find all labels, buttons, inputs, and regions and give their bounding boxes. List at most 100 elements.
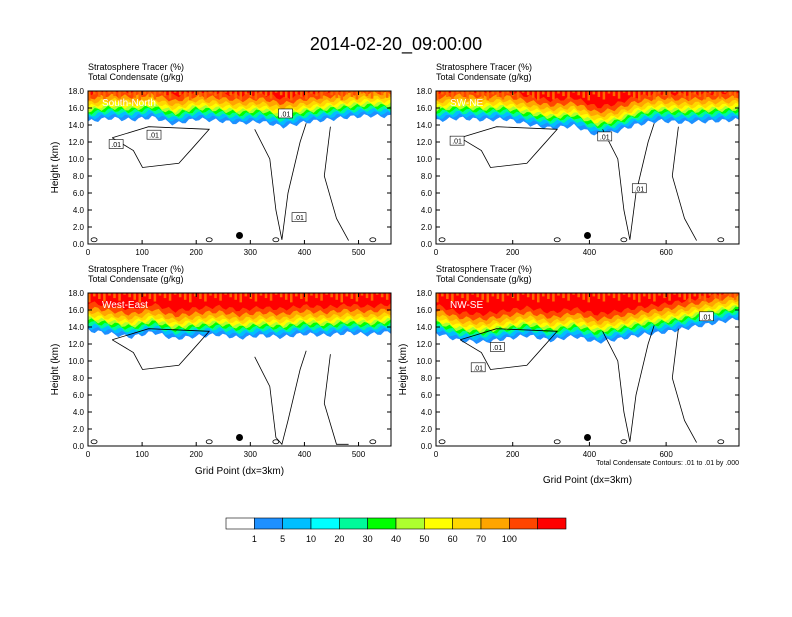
- panel-west-east: Stratosphere Tracer (%)Total Condensate …: [50, 264, 392, 477]
- tracer-streak: [521, 293, 525, 295]
- panel-sw-ne: Stratosphere Tracer (%)Total Condensate …: [416, 62, 740, 257]
- colorbar-label: 20: [334, 534, 344, 544]
- contour-label-box: [597, 131, 613, 142]
- tracer-streak: [168, 91, 172, 99]
- y-tick-label: 0.0: [73, 442, 85, 451]
- tracer-streak: [173, 91, 177, 93]
- contour-label-box: [490, 342, 505, 352]
- tracer-streak: [713, 91, 717, 97]
- tracer-shading: [436, 91, 739, 136]
- location-marker: [236, 232, 243, 239]
- tracer-streak: [516, 91, 520, 99]
- colorbar-box: [395, 517, 425, 530]
- tracer-streak: [496, 91, 500, 97]
- tracer-streak: [617, 91, 621, 99]
- tracer-streak: [380, 91, 384, 96]
- y-axis-label: Height (km): [398, 344, 409, 396]
- x-tick-label: 400: [298, 248, 312, 257]
- tracer-streak: [284, 91, 288, 98]
- tracer-streak: [128, 91, 131, 96]
- tracer-streak: [320, 91, 323, 99]
- tracer-streak: [648, 293, 651, 299]
- tracer-streak: [607, 293, 611, 296]
- tracer-streak: [224, 293, 227, 295]
- x-tick-label: 300: [244, 450, 258, 459]
- tracer-streak: [577, 293, 580, 298]
- section-label: SW-NE: [450, 98, 483, 109]
- tracer-streak: [461, 293, 464, 299]
- tracer-streak: [491, 293, 495, 297]
- tracer-streak: [355, 293, 359, 302]
- contour-value-label: .01: [452, 139, 462, 146]
- tracer-streak: [295, 293, 298, 297]
- tracer-streak: [163, 293, 167, 299]
- contour-value-label: .01: [473, 365, 483, 372]
- tracer-streak: [274, 293, 278, 295]
- tracer-streak: [481, 91, 484, 98]
- tracer-streak: [194, 91, 197, 95]
- y-tick-label: 12.0: [68, 138, 84, 147]
- contour-blob: [272, 237, 280, 243]
- contour-label-box: [470, 362, 486, 373]
- tracer-streak: [143, 293, 147, 297]
- tracer-streak: [178, 293, 182, 298]
- section-label: NW-SE: [450, 300, 483, 311]
- tracer-streak: [476, 293, 479, 298]
- tracer-streak: [526, 293, 530, 298]
- x-tick-label: 400: [298, 450, 312, 459]
- y-tick-label: 0.0: [421, 240, 433, 249]
- y-tick-label: 16.0: [416, 104, 432, 113]
- tracer-streak: [239, 91, 243, 101]
- contour-line: [459, 328, 559, 370]
- tracer-streak: [456, 91, 459, 94]
- tracer-streak: [592, 293, 596, 297]
- tracer-streak: [229, 91, 232, 96]
- x-tick-label: 400: [583, 450, 597, 459]
- contour-blob: [620, 237, 628, 243]
- tracer-streak: [658, 293, 661, 296]
- x-tick-label: 500: [352, 248, 366, 257]
- x-axis-label: Grid Point (dx=3km): [543, 475, 632, 486]
- tracer-streak: [269, 91, 273, 99]
- tracer-streak: [547, 91, 550, 97]
- tracer-streak: [148, 91, 152, 97]
- tracer-streak: [199, 91, 202, 97]
- tracer-streak: [204, 91, 207, 100]
- contour-label-box: [146, 129, 162, 140]
- contour-value-label: .01: [600, 134, 610, 141]
- tracer-streak: [567, 293, 570, 301]
- plot-frame: [435, 292, 740, 447]
- colorbar: 1 5 10 20 30 40 50 60 70 100: [225, 517, 567, 544]
- tracer-streak: [632, 293, 636, 300]
- tracer-streak: [597, 293, 601, 299]
- tracer-streak: [168, 293, 172, 301]
- tracer-streak: [698, 91, 702, 97]
- condensate-contours: [438, 123, 725, 243]
- location-marker: [584, 434, 591, 441]
- section-label: West-East: [102, 300, 148, 311]
- tracer-streak: [214, 91, 217, 97]
- x-tick-label: 100: [135, 450, 149, 459]
- tracer-streak: [274, 91, 278, 93]
- tracer-streak: [537, 293, 540, 303]
- section-label: South-North: [102, 98, 156, 109]
- tracer-streak: [254, 293, 258, 302]
- panels: Stratosphere Tracer (%)Total Condensate …: [50, 62, 740, 486]
- tracer-streak: [552, 91, 555, 100]
- y-tick-label: 14.0: [68, 323, 84, 332]
- contour-label-box: [291, 212, 307, 222]
- tracer-streak: [638, 293, 641, 303]
- tracer-streak: [224, 91, 227, 93]
- tracer-streak: [627, 91, 631, 96]
- tracer-streak: [486, 293, 490, 303]
- tracer-streak: [617, 293, 621, 301]
- x-tick-label: 0: [434, 248, 439, 257]
- contour-blob: [90, 439, 98, 445]
- tracer-streak: [441, 293, 444, 297]
- tracer-streak: [118, 293, 121, 301]
- tracer-streak: [673, 91, 676, 93]
- contour-line: [111, 328, 211, 370]
- contour-line: [254, 123, 307, 240]
- tracer-shading: [88, 293, 391, 340]
- tracer-streak: [506, 91, 510, 94]
